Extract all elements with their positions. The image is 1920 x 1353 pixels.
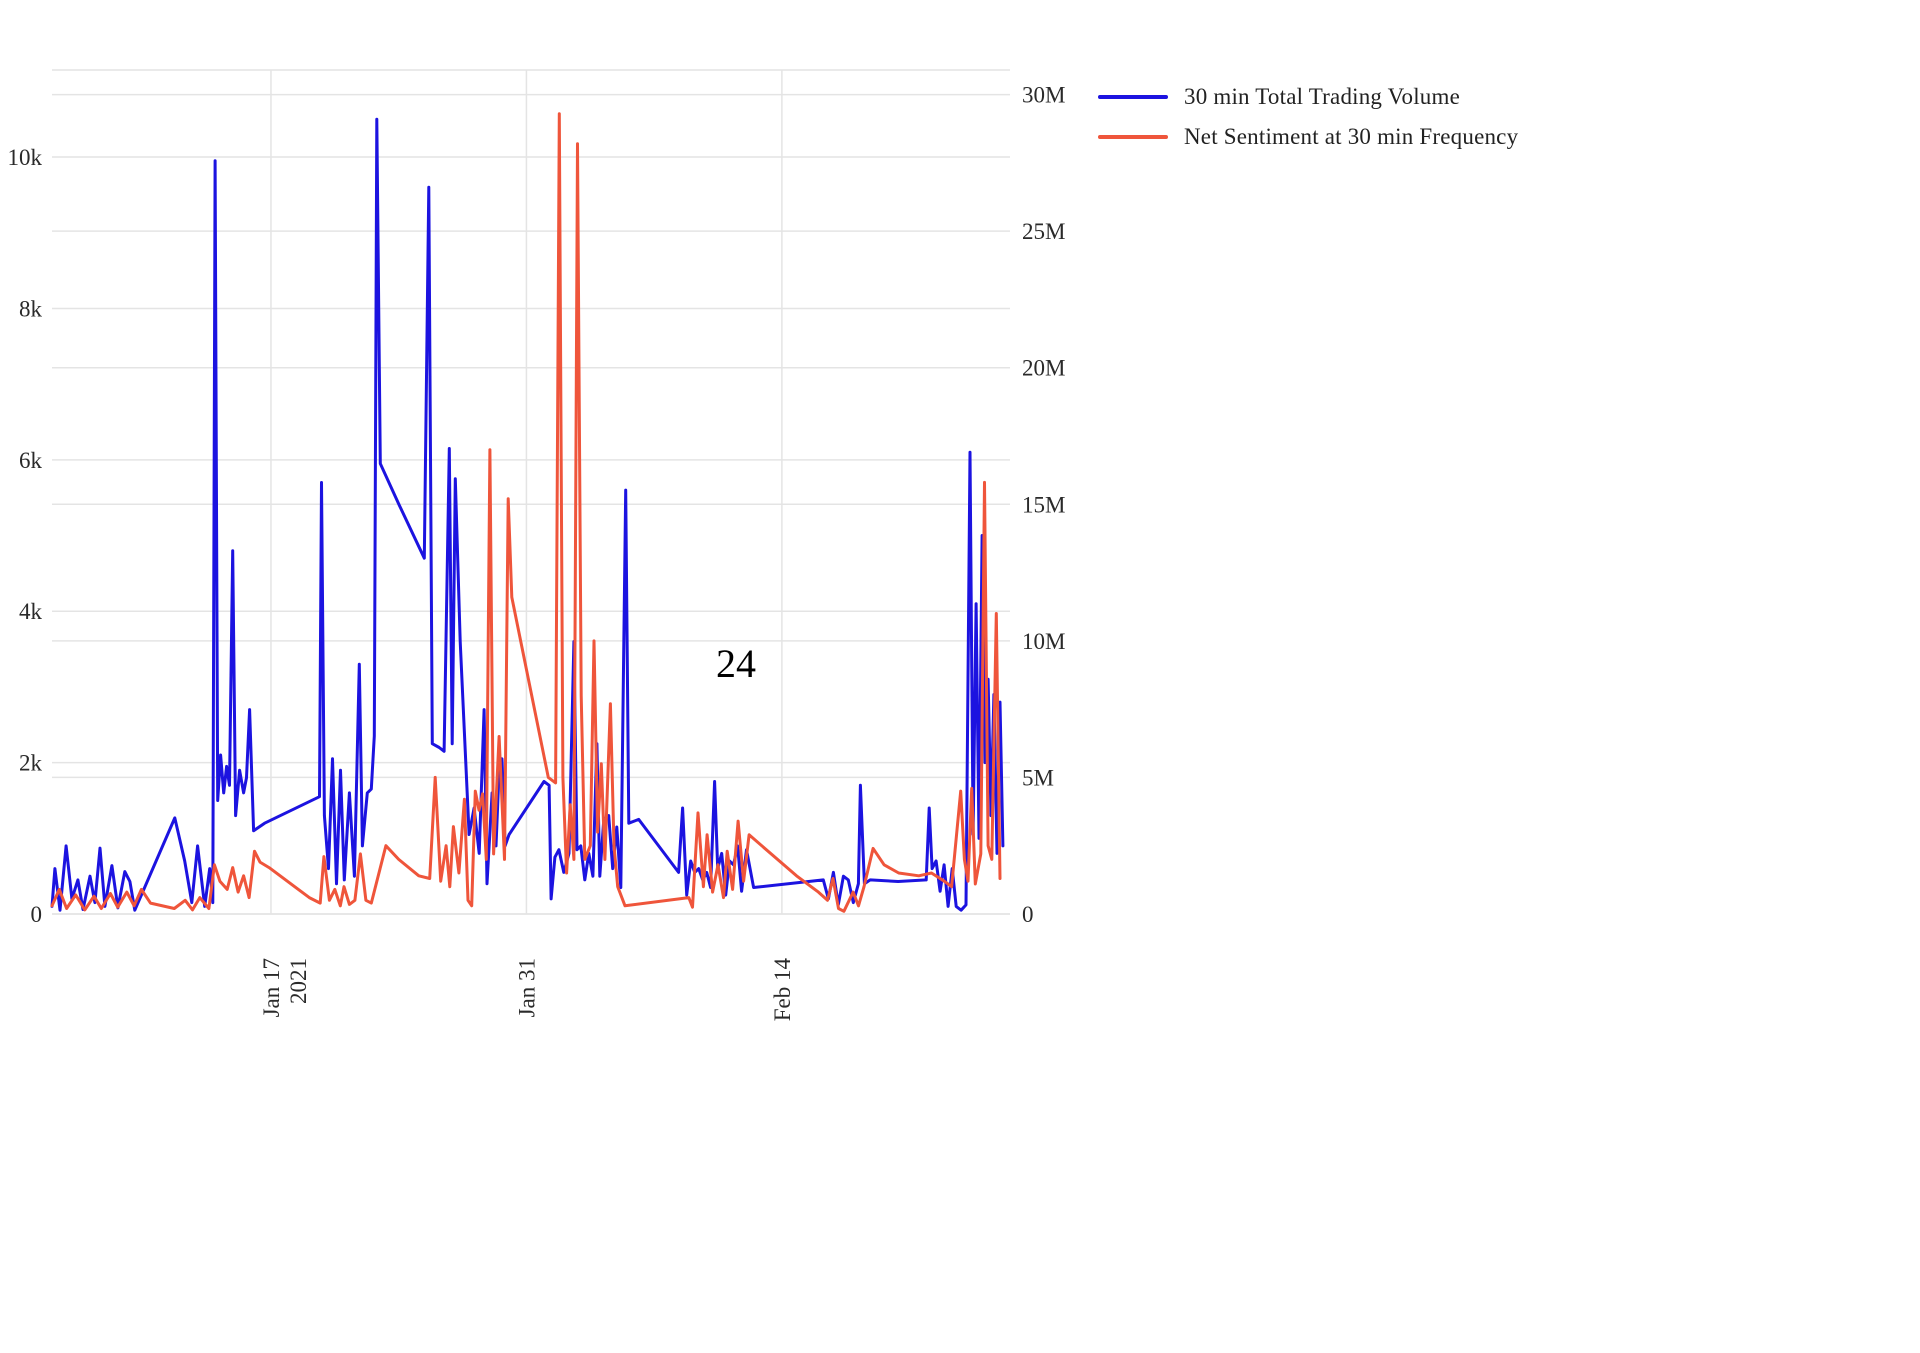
series-line-volume [50,117,1005,912]
legend-item-net-sentiment[interactable]: Net Sentiment at 30 min Frequency [1098,124,1518,150]
y-right-tick-label: 20M [1022,356,1065,381]
y-left-tick-label: 0 [31,902,43,927]
y-right-tick-label: 0 [1022,902,1034,927]
x-tick-label: Feb 14 [770,958,795,1022]
y-right-tick-label: 25M [1022,219,1065,244]
x-tick-label: Jan 17 [259,958,284,1017]
y-left-tick-label: 4k [19,599,43,624]
y-left-tick-label: 8k [19,296,43,321]
legend-line-swatch-red [1098,135,1168,139]
chart-legend: 30 min Total Trading Volume Net Sentimen… [1098,84,1518,150]
x-tick-label: Jan 31 [514,958,539,1017]
y-right-tick-label: 10M [1022,629,1065,654]
y-left-tick-label: 2k [19,751,43,776]
y-right-tick-label: 15M [1022,492,1065,517]
y-left-tick-label: 6k [19,448,43,473]
y-right-tick-label: 30M [1022,83,1065,108]
series-line-sentiment [50,112,1002,913]
x-tick-sublabel: 2021 [286,958,311,1004]
chart-annotation-24: 24 [716,641,756,686]
legend-label-trading-volume: 30 min Total Trading Volume [1184,84,1460,109]
legend-item-trading-volume[interactable]: 30 min Total Trading Volume [1098,84,1518,110]
y-right-tick-label: 5M [1022,765,1054,790]
legend-line-swatch-blue [1098,95,1168,99]
legend-label-net-sentiment: Net Sentiment at 30 min Frequency [1184,124,1519,149]
y-left-tick-label: 10k [8,145,43,170]
